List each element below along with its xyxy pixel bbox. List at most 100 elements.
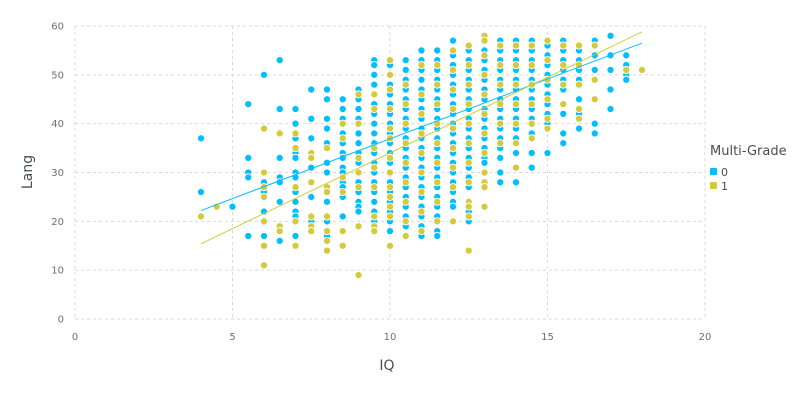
data-point-series-0	[622, 51, 631, 60]
y-tick-label: 0	[58, 315, 64, 326]
data-point-series-0	[275, 236, 284, 245]
data-point-series-1	[322, 246, 332, 255]
data-point-series-1	[417, 61, 426, 70]
data-point-series-0	[590, 65, 599, 74]
data-point-series-1	[275, 227, 284, 236]
data-point-series-1	[322, 227, 332, 236]
trend-line-series-1	[200, 31, 643, 245]
data-point-series-1	[433, 100, 442, 109]
data-point-series-0	[433, 46, 442, 55]
data-points	[196, 31, 647, 280]
data-point-series-1	[496, 80, 505, 89]
data-point-series-0	[527, 148, 536, 158]
y-tick-label: 10	[51, 266, 64, 277]
data-point-series-1	[354, 168, 363, 177]
data-point-series-1	[401, 119, 410, 128]
data-point-series-0	[196, 134, 206, 143]
data-point-series-0	[448, 202, 458, 211]
data-point-series-1	[511, 61, 521, 70]
data-point-series-1	[354, 153, 363, 162]
data-point-series-1	[543, 95, 552, 104]
data-point-series-0	[291, 153, 300, 162]
data-point-series-1	[385, 85, 395, 94]
trend-lines	[200, 31, 643, 245]
data-point-series-0	[511, 178, 521, 187]
data-point-series-0	[370, 119, 379, 128]
data-point-series-0	[338, 104, 347, 114]
data-point-series-0	[480, 158, 489, 167]
data-point-series-0	[385, 227, 395, 236]
data-point-series-0	[338, 95, 347, 104]
data-point-series-0	[291, 231, 300, 241]
data-point-series-0	[322, 124, 332, 133]
data-point-series-1	[448, 65, 458, 74]
data-point-series-0	[448, 36, 458, 45]
data-point-series-1	[259, 261, 269, 270]
data-point-series-0	[417, 75, 426, 84]
data-point-series-0	[275, 104, 284, 114]
data-point-series-0	[590, 119, 599, 128]
data-point-series-0	[559, 139, 568, 148]
data-point-series-1	[511, 100, 521, 109]
data-point-series-0	[574, 124, 584, 133]
data-point-series-1	[433, 61, 442, 70]
data-point-series-0	[559, 109, 568, 118]
data-point-series-1	[590, 75, 599, 84]
data-point-series-1	[559, 61, 568, 70]
data-point-series-1	[559, 80, 568, 89]
y-tick-label: 30	[51, 168, 64, 179]
data-point-series-1	[259, 217, 269, 226]
data-point-series-0	[307, 192, 316, 201]
data-point-series-1	[401, 178, 410, 187]
data-point-series-1	[385, 70, 395, 79]
data-point-series-0	[370, 80, 379, 89]
data-point-series-1	[385, 202, 395, 211]
data-point-series-0	[370, 197, 379, 206]
data-point-series-1	[590, 41, 599, 50]
data-point-series-1	[480, 129, 489, 138]
data-point-series-1	[527, 41, 536, 50]
data-point-series-1	[385, 153, 395, 162]
tick-labels: 0 5 10 15 20 0 10 20 30 40 50 60	[51, 22, 711, 344]
data-point-series-0	[354, 129, 363, 138]
data-point-series-1	[527, 61, 536, 70]
data-point-series-0	[543, 148, 552, 158]
data-point-series-1	[637, 65, 647, 74]
data-point-series-1	[370, 183, 379, 192]
data-point-series-1	[559, 41, 568, 50]
data-point-series-1	[433, 197, 442, 206]
y-tick-label: 50	[51, 70, 64, 81]
data-point-series-0	[228, 202, 237, 211]
data-point-series-0	[496, 168, 505, 177]
legend-swatch-0	[710, 168, 717, 175]
data-point-series-0	[307, 114, 316, 123]
data-point-series-0	[244, 231, 253, 241]
data-point-series-1	[527, 100, 536, 109]
data-point-series-1	[480, 148, 489, 158]
data-point-series-1	[464, 178, 473, 187]
data-point-series-0	[338, 212, 347, 221]
data-point-series-0	[496, 178, 505, 187]
data-point-series-1	[307, 227, 316, 236]
data-point-series-1	[464, 80, 473, 89]
data-point-series-1	[464, 61, 473, 70]
data-point-series-0	[401, 56, 410, 65]
data-point-series-1	[448, 144, 458, 153]
data-point-series-1	[307, 178, 316, 187]
data-point-series-1	[385, 212, 395, 221]
data-point-series-1	[338, 119, 347, 128]
data-point-series-1	[543, 56, 552, 65]
data-point-series-0	[606, 104, 615, 114]
data-point-series-1	[354, 183, 363, 192]
data-point-series-1	[622, 65, 631, 74]
data-point-series-1	[574, 80, 584, 89]
x-tick-label: 15	[541, 332, 554, 343]
data-point-series-1	[496, 41, 505, 50]
data-point-series-1	[354, 90, 363, 99]
data-point-series-1	[385, 192, 395, 201]
data-point-series-0	[354, 207, 363, 216]
data-point-series-1	[417, 109, 426, 118]
data-point-series-1	[480, 90, 489, 99]
y-tick-label: 40	[51, 119, 64, 130]
data-point-series-1	[590, 95, 599, 104]
